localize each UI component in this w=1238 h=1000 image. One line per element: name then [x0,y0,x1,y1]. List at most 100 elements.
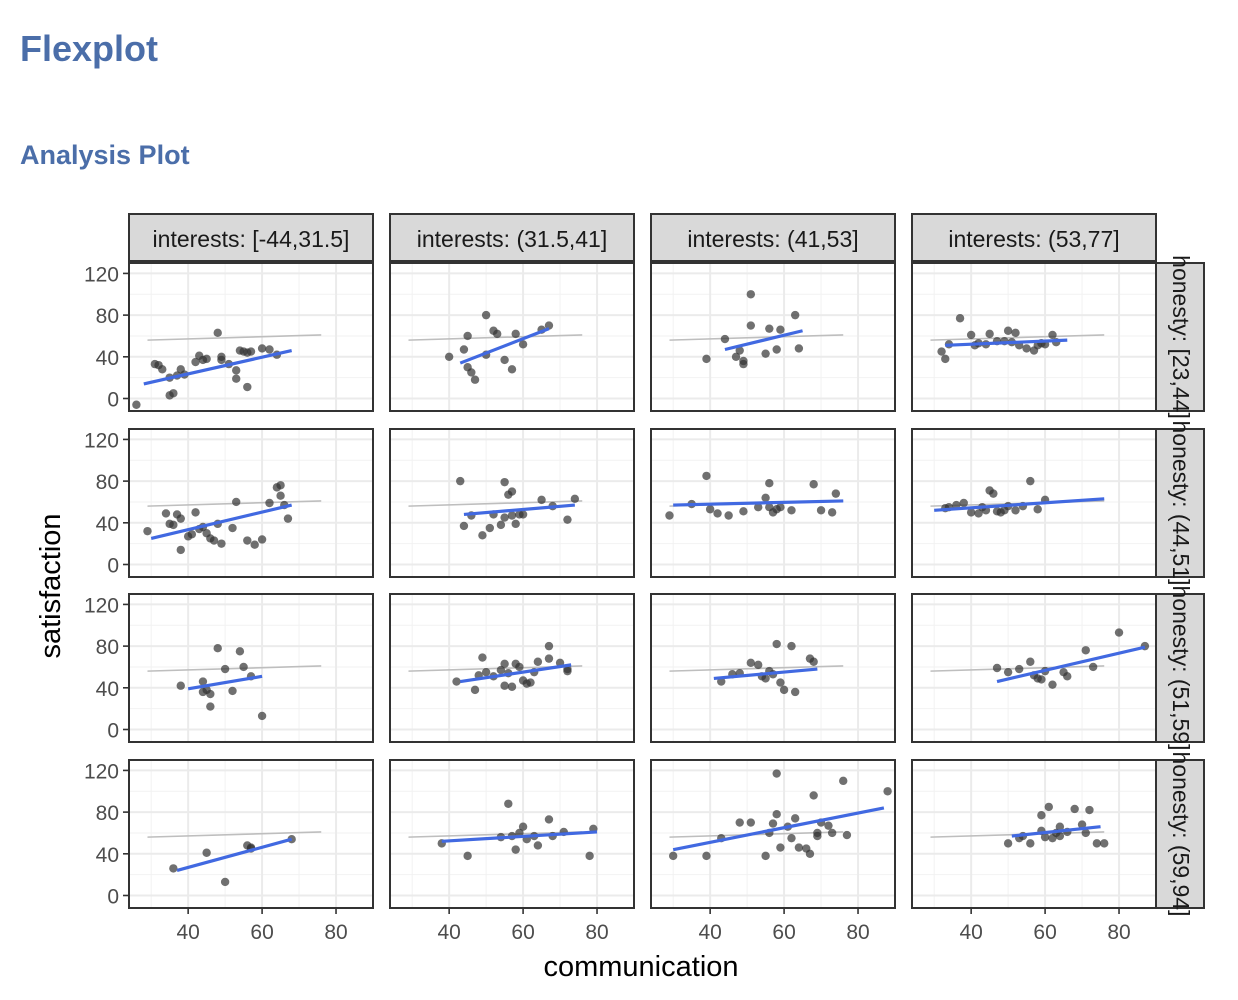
data-point [739,507,748,516]
data-point [176,681,185,690]
data-point [191,357,200,367]
data-point [739,359,748,369]
row-strip [1155,262,1205,412]
data-point [198,677,208,686]
data-point [1048,680,1057,689]
data-point [941,354,950,364]
data-point [507,365,517,374]
fit-line [934,497,1105,512]
facet-panel [911,759,1157,909]
data-point [883,787,892,796]
data-point [246,347,256,356]
x-tick-label: 80 [846,921,869,944]
facet-panel [650,593,896,743]
data-point [787,833,796,843]
panel-plot-area [912,429,1156,577]
data-point [243,536,252,545]
facet-panel [650,262,896,412]
data-point [496,520,506,530]
data-point [816,506,826,515]
data-point [776,843,785,852]
data-point [705,505,715,514]
data-point [507,511,517,520]
data-point [452,677,461,686]
y-tick-label: 80 [96,305,119,328]
fit-line [945,338,1068,347]
data-point [776,678,785,687]
panel-border [389,262,635,412]
panel-plot-area [129,429,373,577]
data-point [518,340,528,349]
data-point [518,510,528,519]
data-point [809,791,818,800]
panel-border [128,428,374,578]
data-point [824,821,833,830]
data-point [485,523,495,533]
reference-line [408,500,583,507]
data-point [176,545,185,555]
data-point [1085,805,1094,815]
x-tick-label: 40 [437,921,460,944]
data-point [500,513,509,522]
data-point [702,471,711,481]
data-point [842,830,852,840]
data-point [827,508,837,517]
row-strip [1155,428,1205,578]
data-point [1114,628,1124,637]
panel-plot-area [651,594,895,742]
data-point [283,514,293,523]
column-strip [911,213,1157,262]
panel-border [650,593,896,743]
y-tick-label: 40 [96,844,119,867]
data-point [959,498,968,508]
data-point [1044,802,1053,812]
data-point [1015,664,1024,674]
data-point [746,658,756,667]
data-point [794,843,804,852]
x-tick-label: 40 [176,921,199,944]
x-tick-label: 40 [959,921,982,944]
data-point [839,776,848,786]
data-point [1040,832,1050,842]
panel-plot-area [912,263,1156,411]
data-point [1011,328,1020,338]
data-point [1037,675,1046,684]
data-point [202,354,211,364]
data-point [809,480,818,489]
data-point [702,851,711,861]
data-point [955,314,965,323]
data-point [702,354,711,364]
data-point [276,491,285,500]
facet-panel [911,262,1157,412]
data-point [544,815,554,824]
data-point [257,711,267,721]
data-point [504,799,513,808]
data-point [665,511,674,520]
fit-line [713,667,818,681]
data-point [790,814,800,823]
panel-plot-area [651,429,895,577]
x-tick-label: 80 [585,921,608,944]
data-point [220,664,230,674]
facet-panel [911,593,1157,743]
data-point [765,324,774,333]
y-tick-label: 40 [96,678,119,701]
data-point [746,818,756,827]
row-strip [1155,593,1205,743]
y-tick-label: 80 [96,802,119,825]
data-point [813,828,822,838]
data-point [735,346,744,355]
data-point [1070,804,1079,814]
data-point [161,509,171,518]
data-point [132,400,141,409]
panel-plot-area [651,760,895,908]
data-point [500,659,509,669]
x-tick-label: 40 [698,921,721,944]
data-point [257,535,267,544]
data-point [507,682,517,691]
fit-line [996,645,1146,684]
axes: 0 40 80 120 0 40 80 120 0 40 80 120 0 40 80 120 40 60 80 40… [84,263,1131,944]
data-point [772,639,781,649]
data-point [515,662,524,672]
data-point [735,818,744,827]
